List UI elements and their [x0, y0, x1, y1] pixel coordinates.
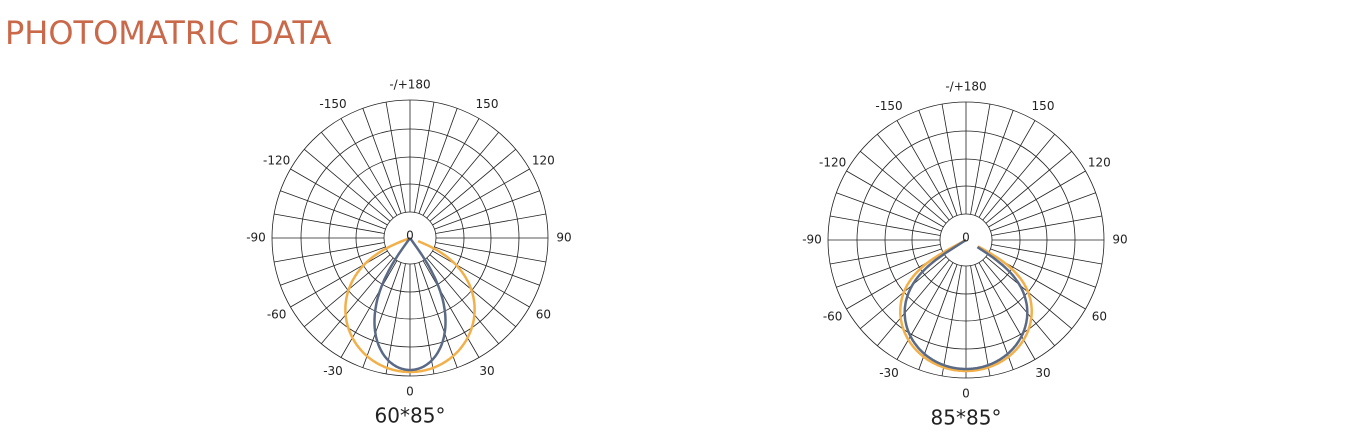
title: PHOTOMATRIC DATA — [5, 14, 332, 52]
spoke — [846, 170, 944, 228]
angle-label: -30 — [323, 364, 343, 378]
spoke — [274, 242, 385, 263]
spoke — [274, 213, 385, 234]
caption: 60*85° — [375, 404, 446, 428]
angle-label: -60 — [823, 310, 843, 324]
angle-label: 0 — [406, 385, 414, 399]
angle-label: 90 — [1112, 233, 1127, 247]
spoke — [860, 150, 947, 224]
spoke — [320, 257, 394, 344]
intensity-curve — [903, 238, 1029, 371]
spoke — [830, 215, 941, 236]
angle-label: -120 — [819, 156, 846, 170]
spoke — [418, 108, 458, 214]
angle-label: -150 — [875, 99, 902, 113]
angle-label: 150 — [1032, 99, 1055, 113]
spoke — [280, 246, 386, 286]
angle-label: 30 — [1035, 366, 1050, 380]
center-label: 0 — [406, 229, 414, 243]
spoke — [941, 265, 962, 376]
spoke — [836, 192, 942, 232]
spoke — [432, 250, 530, 308]
spoke — [290, 168, 388, 226]
angle-label: 90 — [556, 231, 571, 245]
spoke — [985, 150, 1072, 224]
spoke — [422, 260, 480, 358]
angle-label: -90 — [802, 233, 822, 247]
spoke — [418, 262, 458, 368]
spoke — [978, 262, 1036, 360]
angle-label: -/+180 — [945, 80, 986, 94]
spoke — [426, 257, 500, 344]
spoke — [974, 264, 1014, 370]
spoke — [340, 260, 398, 358]
spoke — [970, 265, 991, 376]
angle-label: -60 — [267, 308, 287, 322]
spoke — [426, 132, 500, 219]
spoke — [435, 242, 546, 263]
angle-label: 120 — [532, 154, 555, 168]
center-label: 0 — [962, 231, 970, 245]
spoke — [414, 263, 435, 374]
spoke — [990, 192, 1096, 232]
spoke — [385, 102, 406, 213]
angle-label: -120 — [263, 154, 290, 168]
spoke — [434, 190, 540, 230]
spoke — [988, 170, 1086, 228]
intensity-curve — [344, 236, 476, 374]
spoke — [982, 134, 1056, 221]
spoke — [990, 248, 1096, 288]
spoke — [836, 248, 942, 288]
spoke — [896, 120, 954, 218]
angle-label: -90 — [246, 231, 266, 245]
spoke — [896, 262, 954, 360]
spoke — [974, 110, 1014, 216]
angle-label: -/+180 — [389, 78, 430, 92]
angle-label: -150 — [319, 97, 346, 111]
angle-label: 150 — [476, 97, 499, 111]
spoke — [991, 244, 1102, 265]
spoke — [978, 120, 1036, 218]
intensity-curve — [373, 237, 447, 372]
spoke — [290, 250, 388, 308]
angle-label: -30 — [879, 366, 899, 380]
angle-label: 30 — [479, 364, 494, 378]
spoke — [304, 148, 391, 222]
spoke — [991, 215, 1102, 236]
spoke — [362, 262, 402, 368]
spoke — [362, 108, 402, 214]
spoke — [429, 148, 516, 222]
intensity-curve — [899, 238, 1033, 373]
spoke — [280, 190, 386, 230]
spoke — [435, 213, 546, 234]
spoke — [432, 168, 530, 226]
spoke — [830, 244, 941, 265]
spoke — [414, 102, 435, 213]
angle-label: 60 — [1092, 310, 1107, 324]
spoke — [422, 118, 480, 216]
spoke — [876, 259, 950, 346]
angle-label: 0 — [962, 387, 970, 401]
spoke — [385, 263, 406, 374]
spoke — [320, 132, 394, 219]
spoke — [876, 134, 950, 221]
angle-label: 120 — [1088, 156, 1111, 170]
spoke — [918, 110, 958, 216]
caption: 85*85° — [931, 406, 1002, 430]
spoke — [941, 104, 962, 215]
angle-label: 60 — [536, 308, 551, 322]
spoke — [970, 104, 991, 215]
spoke — [340, 118, 398, 216]
spoke — [918, 264, 958, 370]
spoke — [982, 259, 1056, 346]
spoke — [434, 246, 540, 286]
